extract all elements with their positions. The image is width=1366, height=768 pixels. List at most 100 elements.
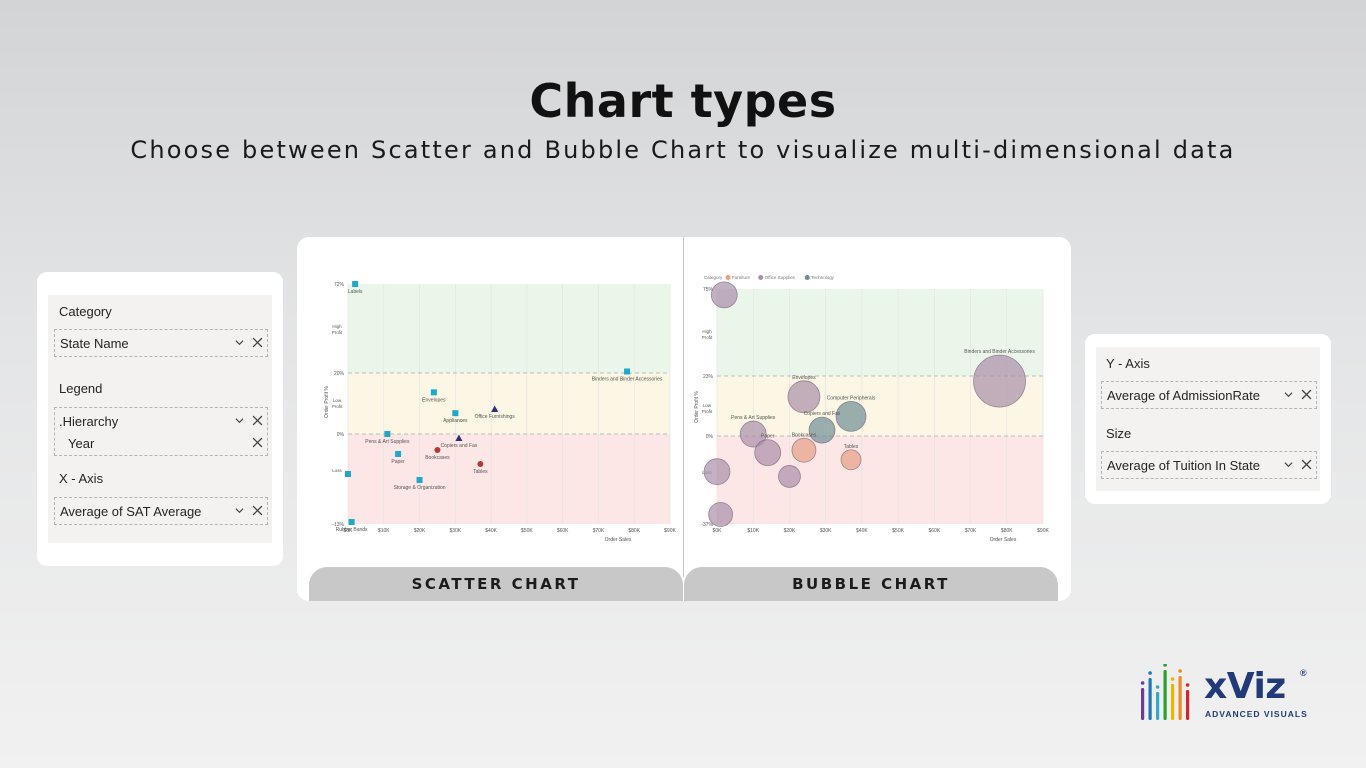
band-label: Loss [332, 468, 342, 473]
y-tick-label: 0% [706, 434, 714, 440]
logo-bar [1163, 670, 1167, 720]
x-tick-label: $20K [784, 528, 796, 534]
bubble-label: Paper [761, 434, 775, 440]
close-icon[interactable] [252, 437, 263, 448]
x-tick-label: $10K [378, 528, 390, 534]
scatter-point [384, 431, 391, 437]
point-label: Pens & Art Supplies [365, 439, 410, 445]
chevron-down-icon[interactable] [235, 506, 244, 515]
point-label: Tables [473, 469, 488, 475]
yaxis-label: Y - Axis [1106, 356, 1150, 371]
y-tick-label: 0% [337, 432, 345, 438]
x-tick-label: $40K [485, 528, 497, 534]
logo-dot [1163, 664, 1167, 667]
scatter-point [452, 410, 459, 417]
yaxis-well[interactable]: Average of AdmissionRate [1101, 381, 1317, 409]
bubble [754, 439, 782, 467]
scatter-point [395, 451, 402, 457]
scatter-point [477, 461, 484, 467]
scatter-point [430, 389, 437, 396]
chevron-down-icon[interactable] [1284, 460, 1293, 469]
band-label: Profit [332, 330, 343, 335]
logo-bar [1148, 678, 1152, 720]
scatter-point [491, 405, 499, 412]
chart-type-card: $0K $10K $20K $30K $40K $50K $60K $70K $80K $90K 7… [297, 237, 1071, 601]
category-label: Category [59, 304, 112, 319]
tab-scatter-chart[interactable]: SCATTER CHART [309, 567, 683, 601]
bubble-label: Binders and Binder Accessories [964, 349, 1035, 355]
bubble [840, 449, 862, 471]
x-tick-label: $30K [449, 528, 461, 534]
x-tick-label: $60K [928, 528, 940, 534]
legend-well[interactable]: .Hierarchy Year [54, 407, 268, 456]
tab-bubble-chart[interactable]: BUBBLE CHART [684, 567, 1058, 601]
x-tick-label: $80K [1001, 528, 1013, 534]
category-well[interactable]: State Name [54, 329, 268, 357]
right-field-pane: Y - Axis Average of AdmissionRate Size A… [1085, 334, 1331, 504]
logo-dot [1155, 685, 1160, 689]
bubble [778, 465, 801, 488]
scatter-point [352, 281, 359, 287]
y-tick-label: 72% [334, 282, 345, 288]
y-tick-label: -13% [332, 522, 344, 528]
x-tick-label: $40K [856, 528, 868, 534]
close-icon[interactable] [1301, 459, 1312, 470]
y-tick-label: 23% [703, 374, 714, 380]
logo-dot [1140, 681, 1145, 685]
scatter-point [348, 519, 355, 525]
band-high-profit [348, 284, 670, 373]
point-label: Envelopes [422, 397, 446, 403]
point-label: Storage & Organization [394, 485, 446, 491]
chevron-down-icon[interactable] [1284, 390, 1293, 399]
bubble-label: Tables [844, 444, 859, 450]
legend-item: Technology [811, 275, 835, 280]
bubble [787, 380, 821, 414]
scatter-point [455, 434, 463, 441]
bubble [739, 420, 767, 448]
point-label: Labels [348, 289, 363, 295]
x-axis-title: Order Sales [990, 537, 1017, 543]
size-well[interactable]: Average of Tuition In State [1101, 451, 1317, 479]
chevron-down-icon[interactable] [235, 416, 244, 425]
close-icon[interactable] [252, 415, 263, 426]
point-label: Office Furnishings [475, 414, 516, 420]
legend-title: Category [704, 275, 723, 280]
x-tick-label: $90K [664, 528, 676, 534]
band-label: Profit [332, 404, 343, 409]
logo-bar [1186, 690, 1190, 720]
close-icon[interactable] [1301, 389, 1312, 400]
scatter-point [434, 447, 441, 453]
x-tick-label: $50K [892, 528, 904, 534]
band-label: High [332, 324, 342, 329]
xaxis-well[interactable]: Average of SAT Average [54, 497, 268, 525]
logo-bar [1171, 684, 1175, 720]
x-tick-label: $50K [521, 528, 533, 534]
scatter-chart: $0K $10K $20K $30K $40K $50K $60K $70K $80K $90K 7… [324, 281, 676, 543]
bubble-group: Binders and Binder Accessories Envelopes C… [703, 281, 1035, 527]
band-low-profit [348, 373, 670, 434]
logo-wordmark: xViz [1204, 666, 1286, 707]
bubble [973, 354, 1026, 408]
band-label: High [702, 329, 712, 334]
page-subtitle: Choose between Scatter and Bubble Chart … [130, 136, 1236, 164]
logo-bar [1156, 692, 1160, 720]
logo-bars-icon [1140, 664, 1190, 720]
logo-dot [1178, 669, 1182, 673]
point-label: Paper [391, 459, 405, 465]
bubble-label: Computer Peripherals [827, 395, 876, 401]
x-tick-label: $80K [628, 528, 640, 534]
legend-item: Office Supplies [765, 275, 796, 280]
logo-tagline: ADVANCED VISUALS [1205, 709, 1308, 719]
bubble [835, 400, 867, 432]
bubble [708, 502, 734, 527]
scatter-point [345, 471, 351, 477]
legend-field-hierarchy: .Hierarchy [59, 414, 119, 429]
divider [683, 237, 684, 577]
chevron-down-icon[interactable] [235, 338, 244, 347]
size-label: Size [1106, 426, 1132, 441]
x-tick-label: $70K [965, 528, 977, 534]
y-tick-label: 20% [334, 371, 345, 377]
close-icon[interactable] [252, 505, 263, 516]
close-icon[interactable] [252, 337, 263, 348]
legend-field-year: Year [68, 436, 95, 451]
